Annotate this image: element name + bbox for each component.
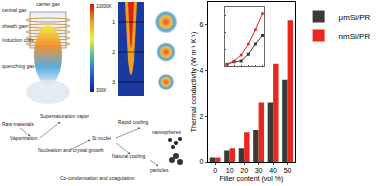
svg-text:30: 30: [255, 167, 263, 174]
svg-text:6: 6: [200, 21, 204, 28]
svg-text:carrier gas: carrier gas: [36, 1, 60, 7]
svg-text:μmSi/PR: μmSi/PR: [339, 13, 371, 22]
svg-text:300K: 300K: [96, 88, 107, 93]
svg-text:2: 2: [112, 49, 115, 55]
svg-text:Si nuclei: Si nuclei: [92, 135, 111, 141]
svg-text:nmSi/PR: nmSi/PR: [339, 32, 371, 41]
svg-text:10000K: 10000K: [96, 4, 112, 9]
svg-text:20: 20: [240, 167, 248, 174]
svg-text:central gas: central gas: [2, 7, 27, 13]
svg-text:3: 3: [112, 79, 115, 85]
svg-text:Vaporization: Vaporization: [10, 135, 38, 141]
svg-text:2: 2: [200, 113, 204, 120]
svg-text:4: 4: [200, 67, 204, 74]
svg-text:Nucleation and crystal growth: Nucleation and crystal growth: [38, 147, 104, 153]
svg-text:10: 10: [226, 167, 234, 174]
svg-text:Rapid cooling: Rapid cooling: [118, 119, 149, 125]
svg-text:particles: particles: [150, 167, 169, 173]
svg-text:0: 0: [200, 158, 204, 165]
svg-text:Induction coils: Induction coils: [2, 37, 34, 43]
svg-text:50: 50: [284, 167, 292, 174]
svg-text:Natural cooling: Natural cooling: [112, 153, 146, 159]
svg-text:Co-condensation and coagulatio: Co-condensation and coagulation: [60, 175, 135, 181]
svg-text:Filler content (vol %): Filler content (vol %): [219, 175, 283, 183]
svg-text:Raw materials: Raw materials: [2, 121, 34, 127]
svg-text:quenching gas: quenching gas: [2, 63, 35, 69]
svg-text:0: 0: [213, 167, 217, 174]
svg-text:1: 1: [112, 19, 115, 25]
svg-text:40: 40: [269, 167, 277, 174]
svg-text:Supersaturation vapor: Supersaturation vapor: [40, 113, 90, 119]
svg-text:sheath gas: sheath gas: [2, 23, 27, 29]
svg-text:nanospheres: nanospheres: [152, 129, 181, 135]
svg-text:Thermal conductivity (W m⁻¹ K⁻: Thermal conductivity (W m⁻¹ K⁻¹): [190, 32, 198, 132]
